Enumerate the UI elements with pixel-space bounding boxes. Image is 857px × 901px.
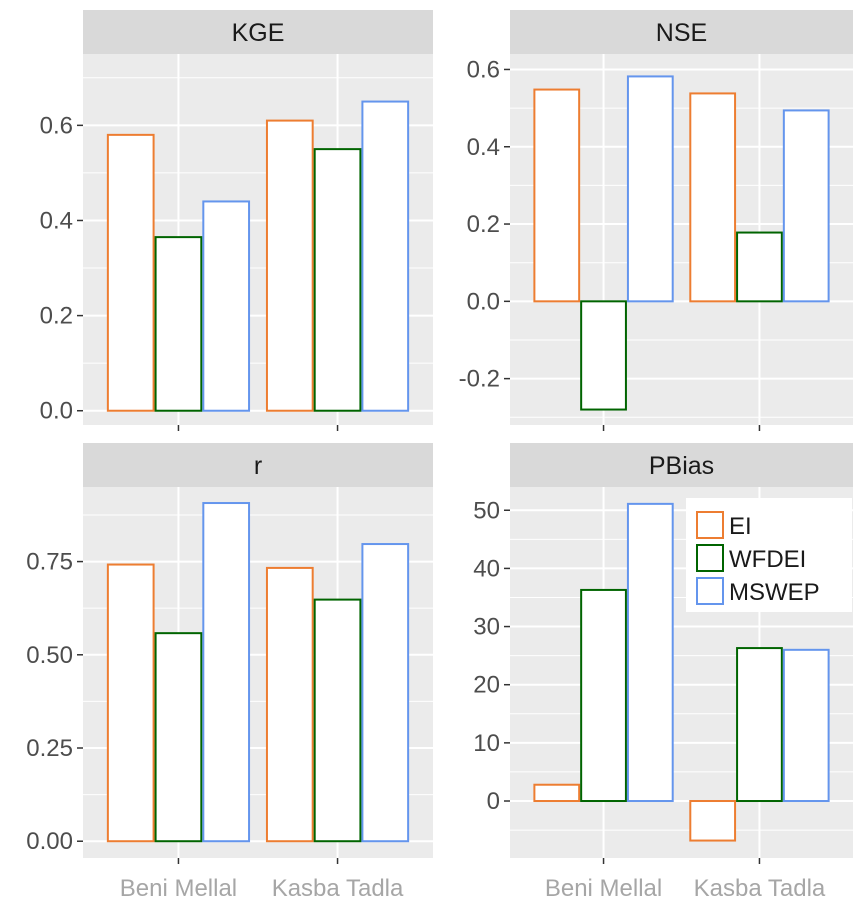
bar-ei-kasba-tadla: [265, 566, 314, 843]
bar-wfdei-kasba-tadla: [736, 231, 783, 303]
bar-ei-kasba-tadla: [265, 119, 314, 412]
bar-mswep-beni-mellal: [626, 75, 674, 303]
strip-r: [83, 443, 433, 487]
legend-label-ei: EI: [729, 513, 752, 540]
bar-ei-beni-mellal: [533, 88, 581, 303]
y-tick-label: 50: [473, 497, 500, 524]
y-tick-label: 0.4: [467, 134, 500, 161]
y-tick-label: 0.6: [467, 56, 500, 83]
bar-mswep-beni-mellal: [202, 200, 251, 412]
y-tick-label: 0.6: [40, 112, 73, 139]
y-tick-label: 30: [473, 614, 500, 641]
bar-wfdei-beni-mellal: [580, 300, 627, 411]
legend-key-wfdei: [696, 544, 724, 572]
strip-title: NSE: [656, 19, 707, 47]
bar-ei-beni-mellal: [106, 133, 155, 412]
x-category-label: Kasba Tadla: [694, 875, 826, 901]
bar-wfdei-beni-mellal: [580, 588, 627, 803]
y-tick-label: -0.2: [459, 366, 500, 393]
strip-title: r: [254, 452, 262, 480]
strip-title: PBias: [649, 452, 714, 480]
strip-kge: [83, 10, 433, 54]
bar-mswep-kasba-tadla: [361, 543, 410, 843]
bar-wfdei-beni-mellal: [154, 236, 203, 412]
legend-key-mswep: [696, 577, 724, 605]
panel-r: r 0.00 0.25 0.50 0.75 Beni Mellal Kasba Tadla: [26, 443, 433, 901]
x-category-label: Kasba Tadla: [272, 875, 404, 901]
x-category-label: Beni Mellal: [120, 875, 237, 901]
bar-mswep-kasba-tadla: [782, 109, 830, 303]
bar-ei-kasba-tadla: [689, 92, 737, 303]
bar-ei-beni-mellal: [533, 783, 581, 803]
y-tick-label: 40: [473, 555, 500, 582]
y-tick-label: 0.4: [40, 207, 73, 234]
y-tick-label: 0.25: [26, 735, 73, 762]
y-tick-label: 0.00: [26, 828, 73, 855]
y-tick-label: 0.75: [26, 549, 73, 576]
strip-nse: [510, 10, 853, 54]
y-tick-label: 0.50: [26, 642, 73, 669]
y-tick-label: 0.2: [40, 303, 73, 330]
legend-label-mswep: MSWEP: [729, 579, 820, 606]
y-tick-label: 0.0: [467, 288, 500, 315]
y-tick-label: 10: [473, 730, 500, 757]
bar-mswep-beni-mellal: [202, 502, 251, 843]
x-category-label: Beni Mellal: [545, 875, 662, 901]
bar-ei-beni-mellal: [106, 563, 155, 843]
strip-pbias: [510, 443, 853, 487]
y-tick-label: 0.0: [40, 398, 73, 425]
legend-key-ei: [696, 511, 724, 539]
bar-mswep-kasba-tadla: [782, 648, 830, 803]
bar-wfdei-kasba-tadla: [313, 148, 362, 412]
bar-mswep-kasba-tadla: [361, 100, 410, 412]
y-tick-label: 0.2: [467, 211, 500, 238]
bar-wfdei-kasba-tadla: [736, 647, 783, 803]
strip-title: KGE: [232, 19, 285, 47]
bar-wfdei-beni-mellal: [154, 632, 203, 843]
legend: EI WFDEI MSWEP: [686, 498, 852, 612]
bar-wfdei-kasba-tadla: [313, 598, 362, 843]
y-tick-label: 20: [473, 672, 500, 699]
panel-nse: NSE -0.2 0.0 0.2 0.4 0.6: [459, 10, 853, 431]
bar-mswep-beni-mellal: [626, 502, 674, 803]
y-tick-label: 0: [487, 788, 500, 815]
panel-kge: KGE 0.0 0.2 0.4 0.6: [40, 10, 433, 431]
legend-label-wfdei: WFDEI: [729, 546, 806, 573]
bar-ei-kasba-tadla: [689, 800, 737, 842]
